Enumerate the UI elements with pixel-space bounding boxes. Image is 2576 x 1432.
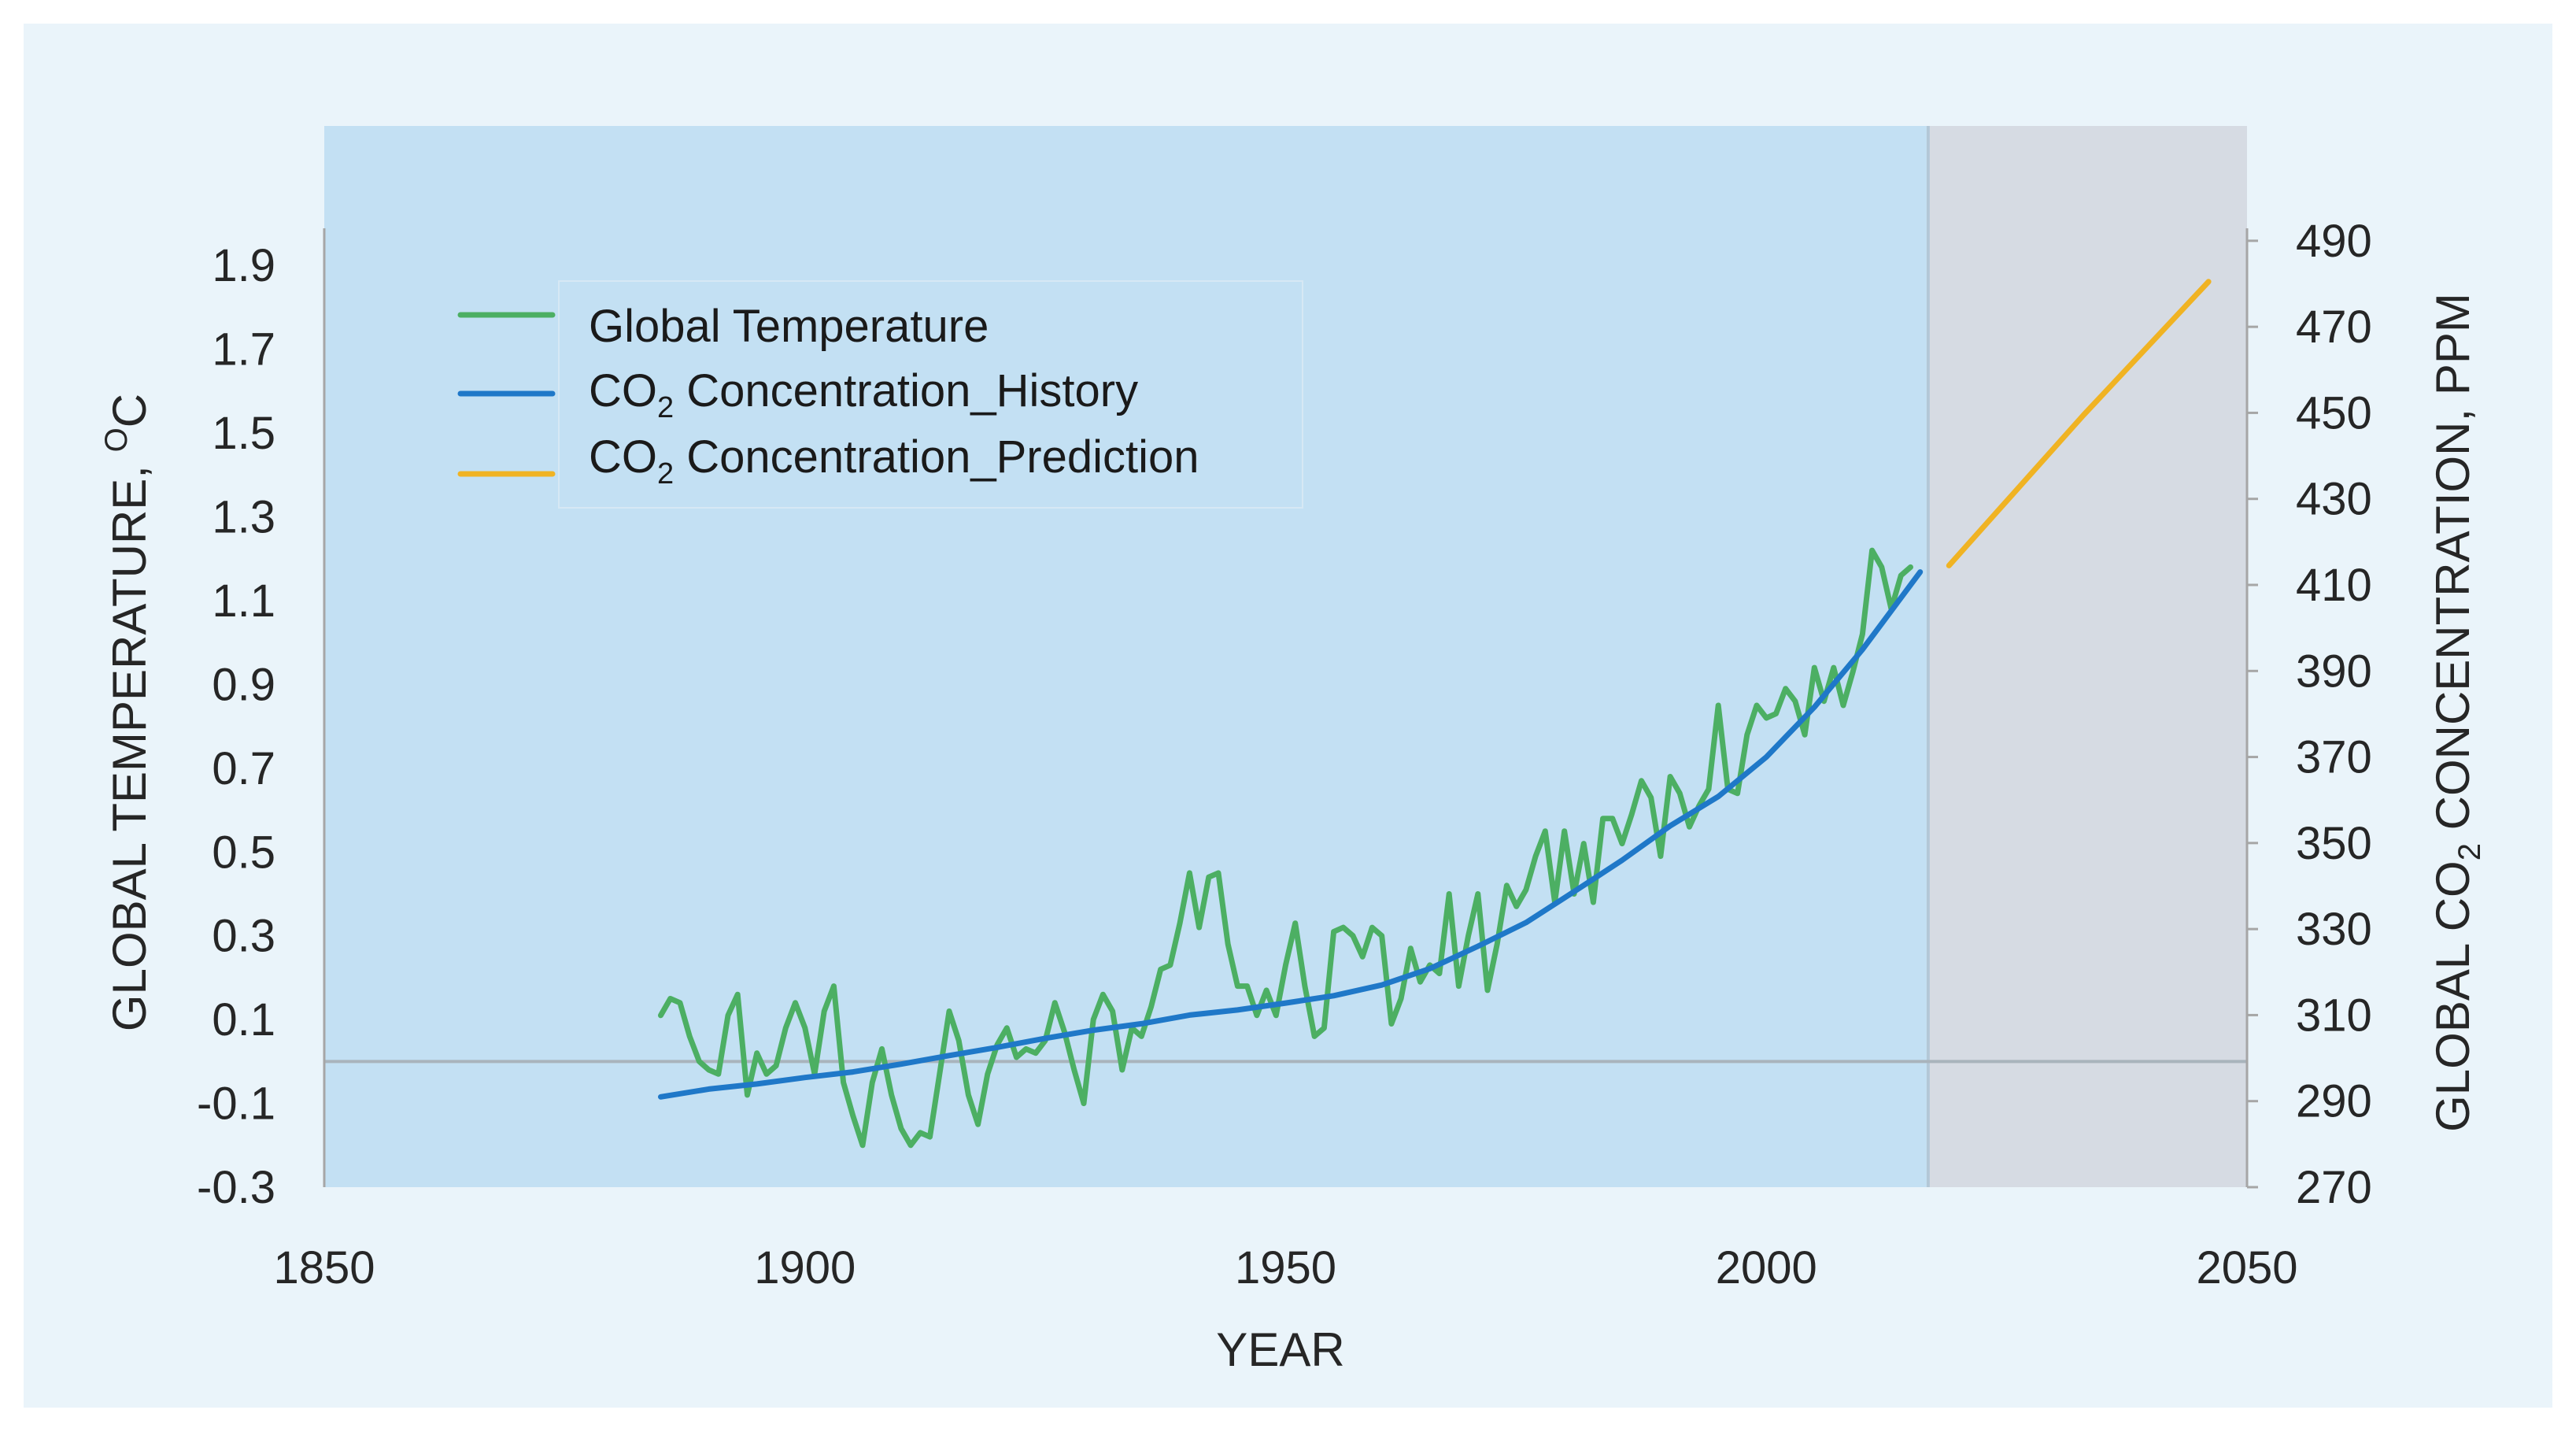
left-y-tick-label: 1.3	[212, 492, 275, 543]
left-y-tick-label: 1.9	[212, 240, 275, 291]
right-y-tick-label: 270	[2296, 1162, 2372, 1213]
left-y-tick-label: 0.3	[212, 911, 275, 962]
series-line-co2-prediction	[1946, 279, 2212, 568]
left-y-tick-label: 1.1	[212, 575, 275, 627]
right-y-tick-label: 430	[2296, 474, 2372, 525]
right-y-tick-label: 350	[2296, 818, 2372, 869]
left-y-tick-label: 1.7	[212, 324, 275, 376]
right-y-tick-label: 330	[2296, 904, 2372, 955]
x-tick-label: 1900	[754, 1242, 856, 1293]
right-y-axis-title: GLOBAL CO2 CONCENTRATION, PPM	[2426, 293, 2487, 1132]
right-y-tick-label: 410	[2296, 560, 2372, 611]
series-line-co2-history	[658, 569, 1924, 1100]
legend-label-temperature: Global Temperature	[589, 301, 989, 352]
left-y-tick-label: 0.5	[212, 827, 275, 878]
x-tick-label: 2000	[1716, 1242, 1817, 1293]
left-y-tick-label: 0.1	[212, 994, 275, 1045]
series-layer	[658, 279, 2212, 1149]
prediction-region	[1929, 126, 2247, 1187]
legend-label-co2-history: CO2 Concentration_History	[589, 365, 1138, 424]
right-y-tick-label: 390	[2296, 646, 2372, 697]
left-y-tick-label: 0.9	[212, 659, 275, 710]
series-line-temperature	[658, 547, 1913, 1149]
x-axis-title: YEAR	[1216, 1323, 1344, 1376]
right-y-tick-label: 490	[2296, 216, 2372, 267]
left-y-tick-label: 1.5	[212, 408, 275, 459]
legend-box	[558, 280, 1303, 509]
legend-label-co2-prediction: CO2 Concentration_Prediction	[589, 431, 1199, 490]
left-y-tick-label: 0.7	[212, 743, 275, 794]
right-y-tick-label: 290	[2296, 1076, 2372, 1127]
left-y-tick-label: -0.1	[197, 1079, 275, 1130]
x-axis-ticks: 1850 1900 1950 2000 2050	[273, 1242, 2297, 1293]
right-y-tick-label: 370	[2296, 732, 2372, 783]
right-y-axis-ticks: 270 290 310 330 350 370 390 410 430 450 470 490	[2247, 216, 2372, 1213]
left-y-axis-title: GLOBAL TEMPERATURE, OC	[99, 394, 156, 1031]
left-y-axis-ticks: -0.3 -0.1 0.1 0.3 0.5 0.7 0.9 1.1 1.3 1.5 1.7 1.9	[197, 240, 275, 1213]
x-tick-label: 1850	[273, 1242, 375, 1293]
left-y-tick-label: -0.3	[197, 1162, 275, 1213]
right-y-tick-label: 450	[2296, 387, 2372, 438]
x-tick-label: 1950	[1235, 1242, 1336, 1293]
right-y-tick-label: 470	[2296, 302, 2372, 353]
legend: Global Temperature CO2 Concentration_His…	[457, 280, 1303, 509]
x-tick-label: 2050	[2196, 1242, 2297, 1293]
right-y-tick-label: 310	[2296, 990, 2372, 1041]
